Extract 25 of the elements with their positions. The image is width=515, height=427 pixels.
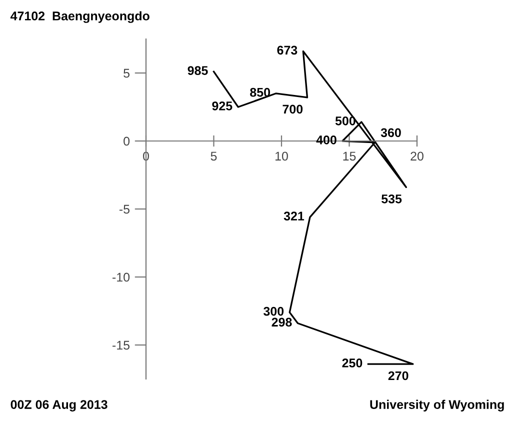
- annotation: 985: [188, 66, 208, 75]
- x-tick-label: 10: [276, 152, 288, 161]
- chart-title: 47102 Baengnyeongdo: [10, 11, 150, 23]
- annotation: 400: [316, 136, 336, 144]
- annotation: 925: [212, 102, 232, 110]
- annotation: 850: [250, 88, 270, 97]
- y-tick-label: -5: [119, 204, 130, 214]
- text: University of Wyoming: [370, 400, 504, 412]
- annotation: 535: [382, 194, 402, 204]
- y-tick-label: 5: [124, 68, 130, 78]
- annotation: 270: [388, 371, 408, 380]
- y-tick-label: -10: [112, 272, 130, 282]
- y-tick-label: -15: [112, 340, 130, 350]
- annotation: 300: [264, 306, 284, 316]
- annotation: 360: [380, 128, 401, 138]
- x-tick-label: 5: [210, 152, 217, 161]
- text: 00Z 06 Aug 2013: [10, 400, 108, 412]
- annotation: 700: [282, 104, 303, 114]
- y-tick-label: 0: [124, 136, 130, 146]
- x-tick-label: 15: [343, 152, 356, 161]
- annotation: 321: [284, 212, 304, 221]
- annotation: 298: [272, 318, 292, 327]
- x-tick-label: 20: [410, 152, 424, 161]
- annotation: 673: [277, 46, 298, 55]
- annotation: 250: [342, 358, 362, 368]
